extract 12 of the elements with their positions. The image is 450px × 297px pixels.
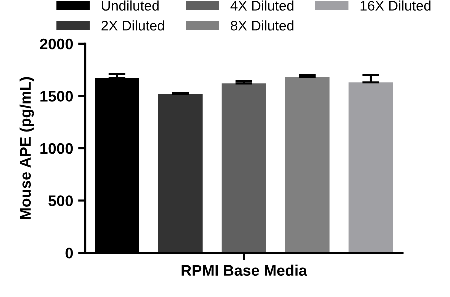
legend-label: 8X Diluted [231,20,294,31]
y-tick-label: 2000 [40,38,74,50]
legend-label: Undiluted [102,0,159,11]
legend-label: 16X Diluted [360,0,431,11]
y-tick-label: 0 [66,248,74,259]
y-axis-title: Mouse APE (pg/mL) [20,77,34,220]
y-tick-label: 1500 [40,91,74,102]
y-tick-label: 500 [48,196,74,206]
legend-label: 4X Diluted [230,0,294,11]
legend-label: 2X Diluted [102,20,164,31]
y-tick-label: 1000 [40,143,74,154]
x-tick-label: RPMI Base Media [182,264,308,276]
